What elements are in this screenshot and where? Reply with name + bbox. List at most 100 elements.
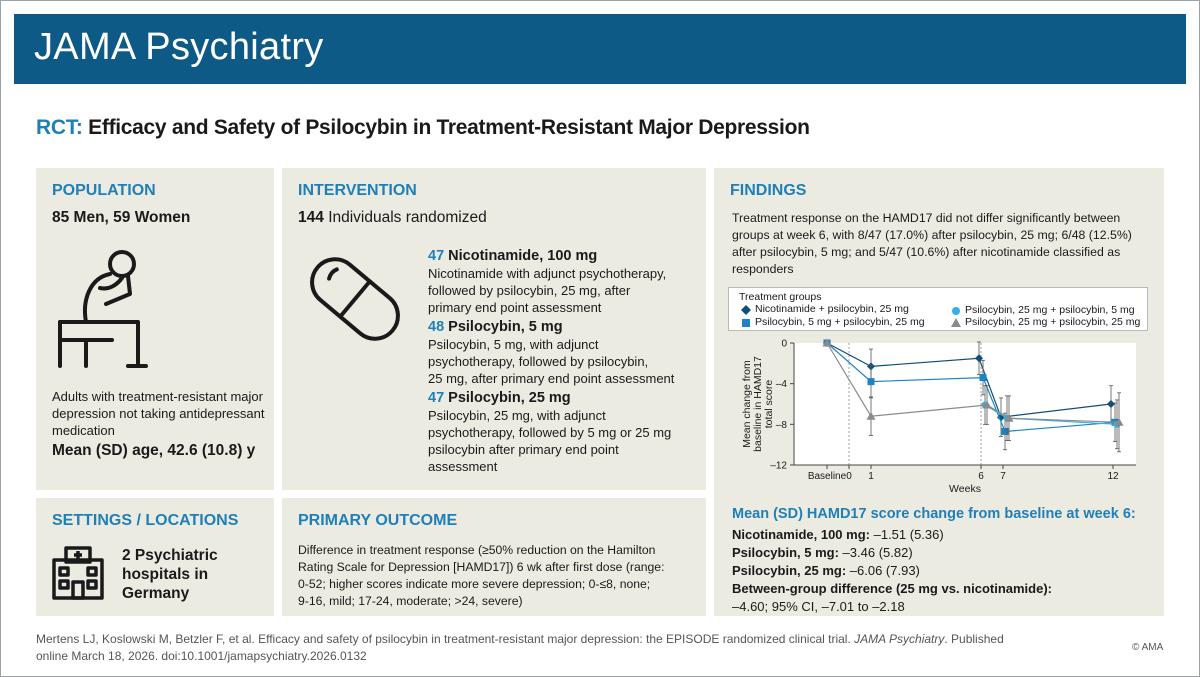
legend-title: Treatment groups	[739, 291, 822, 303]
settings-panel: SETTINGS / LOCATIONS 2 Psychiatric hospi…	[36, 498, 274, 616]
page-title: RCT: Efficacy and Safety of Psilocybin i…	[36, 116, 810, 140]
arm-1-desc-line: Nicotinamide with adjunct psychotherapy,	[428, 266, 667, 281]
arm-1: 47 Nicotinamide, 100 mg Nicotinamide wit…	[428, 248, 700, 316]
data-point-triangle	[822, 338, 832, 347]
legend-diamond-icon	[741, 305, 751, 315]
arm-1-desc-line: primary end point assessment	[428, 300, 602, 315]
data-point-triangle	[1004, 413, 1014, 422]
arm-3-desc-line: psychotherapy, followed by 5 mg or 25 mg	[428, 425, 672, 440]
between-group-value: –4.60; 95% CI, –7.01 to –2.18	[732, 599, 905, 614]
legend-item-psilocybin-25-5: Psilocybin, 25 mg + psilocybin, 5 mg	[965, 304, 1135, 316]
arm-1-desc-line: followed by psilocybin, 25 mg, after	[428, 283, 631, 298]
arm-3-desc-line: assessment	[428, 459, 498, 474]
primary-outcome-line: 0-52; higher scores indicate more severe…	[298, 577, 651, 591]
settings-heading: SETTINGS / LOCATIONS	[52, 512, 239, 529]
x-tick-label: Baseline	[808, 471, 847, 482]
intervention-panel: INTERVENTION 144 Individuals randomized …	[282, 168, 706, 490]
journal-header: JAMA Psychiatry	[14, 14, 1186, 84]
x-axis-label: Weeks	[949, 483, 981, 495]
summary-row: Psilocybin, 25 mg: –6.06 (7.93)	[732, 562, 1052, 580]
primary-outcome-line: Difference in treatment response (≥50% r…	[298, 543, 656, 557]
data-point-triangle	[982, 400, 992, 409]
findings-heading: FINDINGS	[730, 182, 807, 199]
summary-value: –3.46 (5.82)	[842, 545, 913, 560]
between-group-label: Between-group difference (25 mg vs. nico…	[732, 581, 1052, 596]
arm-2-desc-line: 25 mg, after primary end point assessmen…	[428, 371, 675, 386]
capsule-icon	[310, 257, 400, 341]
y-tick-label: 0	[781, 339, 787, 350]
arm-1-title: 47 Nicotinamide, 100 mg	[428, 248, 700, 265]
citation: Mertens LJ, Koslowski M, Betzler F, et a…	[36, 631, 1036, 665]
x-tick-label: 0	[846, 471, 852, 482]
chart-plot-area	[794, 343, 1136, 465]
person-seated-head-in-hands-icon	[58, 250, 148, 368]
population-heading: POPULATION	[52, 182, 156, 199]
legend-triangle-icon	[951, 318, 961, 327]
intervention-heading: INTERVENTION	[298, 182, 417, 199]
citation-lead: Mertens LJ, Koslowski M, Betzler F, et a…	[36, 632, 851, 646]
legend-square-icon	[742, 319, 750, 327]
arm-2-desc-line: Psilocybin, 5 mg, with adjunct	[428, 337, 599, 352]
arm-3-desc-line: psilocybin after primary end point	[428, 442, 619, 457]
title-prefix: RCT:	[36, 116, 83, 139]
settings-line: 2 Psychiatric	[122, 547, 218, 564]
arm-3-title: 47 Psilocybin, 25 mg	[428, 390, 700, 407]
y-axis-label: Mean change from	[741, 360, 753, 448]
arm-1-n: 47	[428, 248, 445, 264]
arm-3-name: Psilocybin, 25 mg	[448, 390, 571, 406]
y-tick-label: –12	[770, 461, 787, 472]
population-panel: POPULATION 85 Men, 59 Women Adults with …	[36, 168, 274, 490]
legend-item-psilocybin-5-25: Psilocybin, 5 mg + psilocybin, 25 mg	[755, 316, 925, 328]
arm-3-desc-line: Psilocybin, 25 mg, with adjunct	[428, 408, 606, 423]
arm-2-name: Psilocybin, 5 mg	[448, 319, 563, 335]
randomized-count: 144	[298, 209, 324, 226]
settings-text: 2 Psychiatric hospitals in Germany	[122, 546, 218, 603]
title-text: Efficacy and Safety of Psilocybin in Tre…	[88, 116, 810, 139]
data-point-square	[979, 374, 987, 382]
y-tick-label: –8	[776, 420, 788, 431]
findings-summary: Nicotinamide, 100 mg: –1.51 (5.36) Psilo…	[732, 526, 1052, 616]
summary-label: Nicotinamide, 100 mg:	[732, 527, 870, 542]
arm-3-n: 47	[428, 390, 445, 406]
arm-1-name: Nicotinamide, 100 mg	[448, 248, 598, 264]
population-description: Adults with treatment-resistant major de…	[52, 388, 264, 439]
legend-item-psilocybin-25-25: Psilocybin, 25 mg + psilocybin, 25 mg	[965, 316, 1141, 328]
arm-2-desc-line: psychotherapy, followed by psilocybin,	[428, 354, 649, 369]
settings-line: hospitals in	[122, 566, 209, 583]
population-desc-line: medication	[52, 423, 115, 438]
y-axis-label: total score	[763, 380, 775, 429]
y-axis-label: baseline in HAMD17	[752, 356, 764, 452]
population-counts: 85 Men, 59 Women	[52, 209, 191, 226]
primary-outcome-line: 9-16, mild; 17-24, moderate; >24, severe…	[298, 594, 523, 608]
primary-outcome-heading: PRIMARY OUTCOME	[298, 512, 458, 529]
findings-line: after psilocybin, 5 mg; and 5/47 (10.6%)…	[732, 245, 1121, 259]
citation-tail: . Published online March 18, 2026. doi:1…	[36, 632, 1004, 663]
citation-journal: JAMA Psychiatry	[854, 632, 945, 646]
population-desc-line: depression not taking antidepressant	[52, 406, 265, 421]
primary-outcome-text: Difference in treatment response (≥50% r…	[298, 542, 664, 610]
summary-label: Psilocybin, 5 mg:	[732, 545, 839, 560]
population-age: Mean (SD) age, 42.6 (10.8) y	[52, 442, 256, 459]
findings-summary-heading: Mean (SD) HAMD17 score change from basel…	[732, 506, 1136, 522]
data-point-triangle	[1114, 417, 1124, 426]
chart-legend: Treatment groups Nicotinamide + psilocyb…	[728, 287, 1148, 331]
y-tick-label: –4	[776, 379, 788, 390]
summary-row: Psilocybin, 5 mg: –3.46 (5.82)	[732, 544, 1052, 562]
legend-circle-icon	[952, 307, 960, 315]
x-tick-label: 1	[868, 471, 874, 482]
legend-item-nicotinamide: Nicotinamide + psilocybin, 25 mg	[755, 303, 909, 315]
summary-label: Psilocybin, 25 mg:	[732, 563, 847, 578]
summary-value: –1.51 (5.36)	[873, 527, 944, 542]
settings-line: Germany	[122, 585, 190, 602]
population-desc-line: Adults with treatment-resistant major	[52, 389, 263, 404]
randomized-line: 144 Individuals randomized	[298, 208, 487, 227]
copyright: © AMA	[1132, 642, 1164, 653]
findings-line: groups at week 6, with 8/47 (17.0%) afte…	[732, 228, 1132, 242]
summary-row: Nicotinamide, 100 mg: –1.51 (5.36)	[732, 526, 1052, 544]
x-tick-label: 7	[1000, 471, 1006, 482]
findings-line: responders	[732, 262, 794, 276]
findings-line: Treatment response on the HAMD17 did not…	[732, 211, 1121, 225]
primary-outcome-panel: PRIMARY OUTCOME Difference in treatment …	[282, 498, 706, 616]
data-point-square	[1001, 427, 1009, 435]
